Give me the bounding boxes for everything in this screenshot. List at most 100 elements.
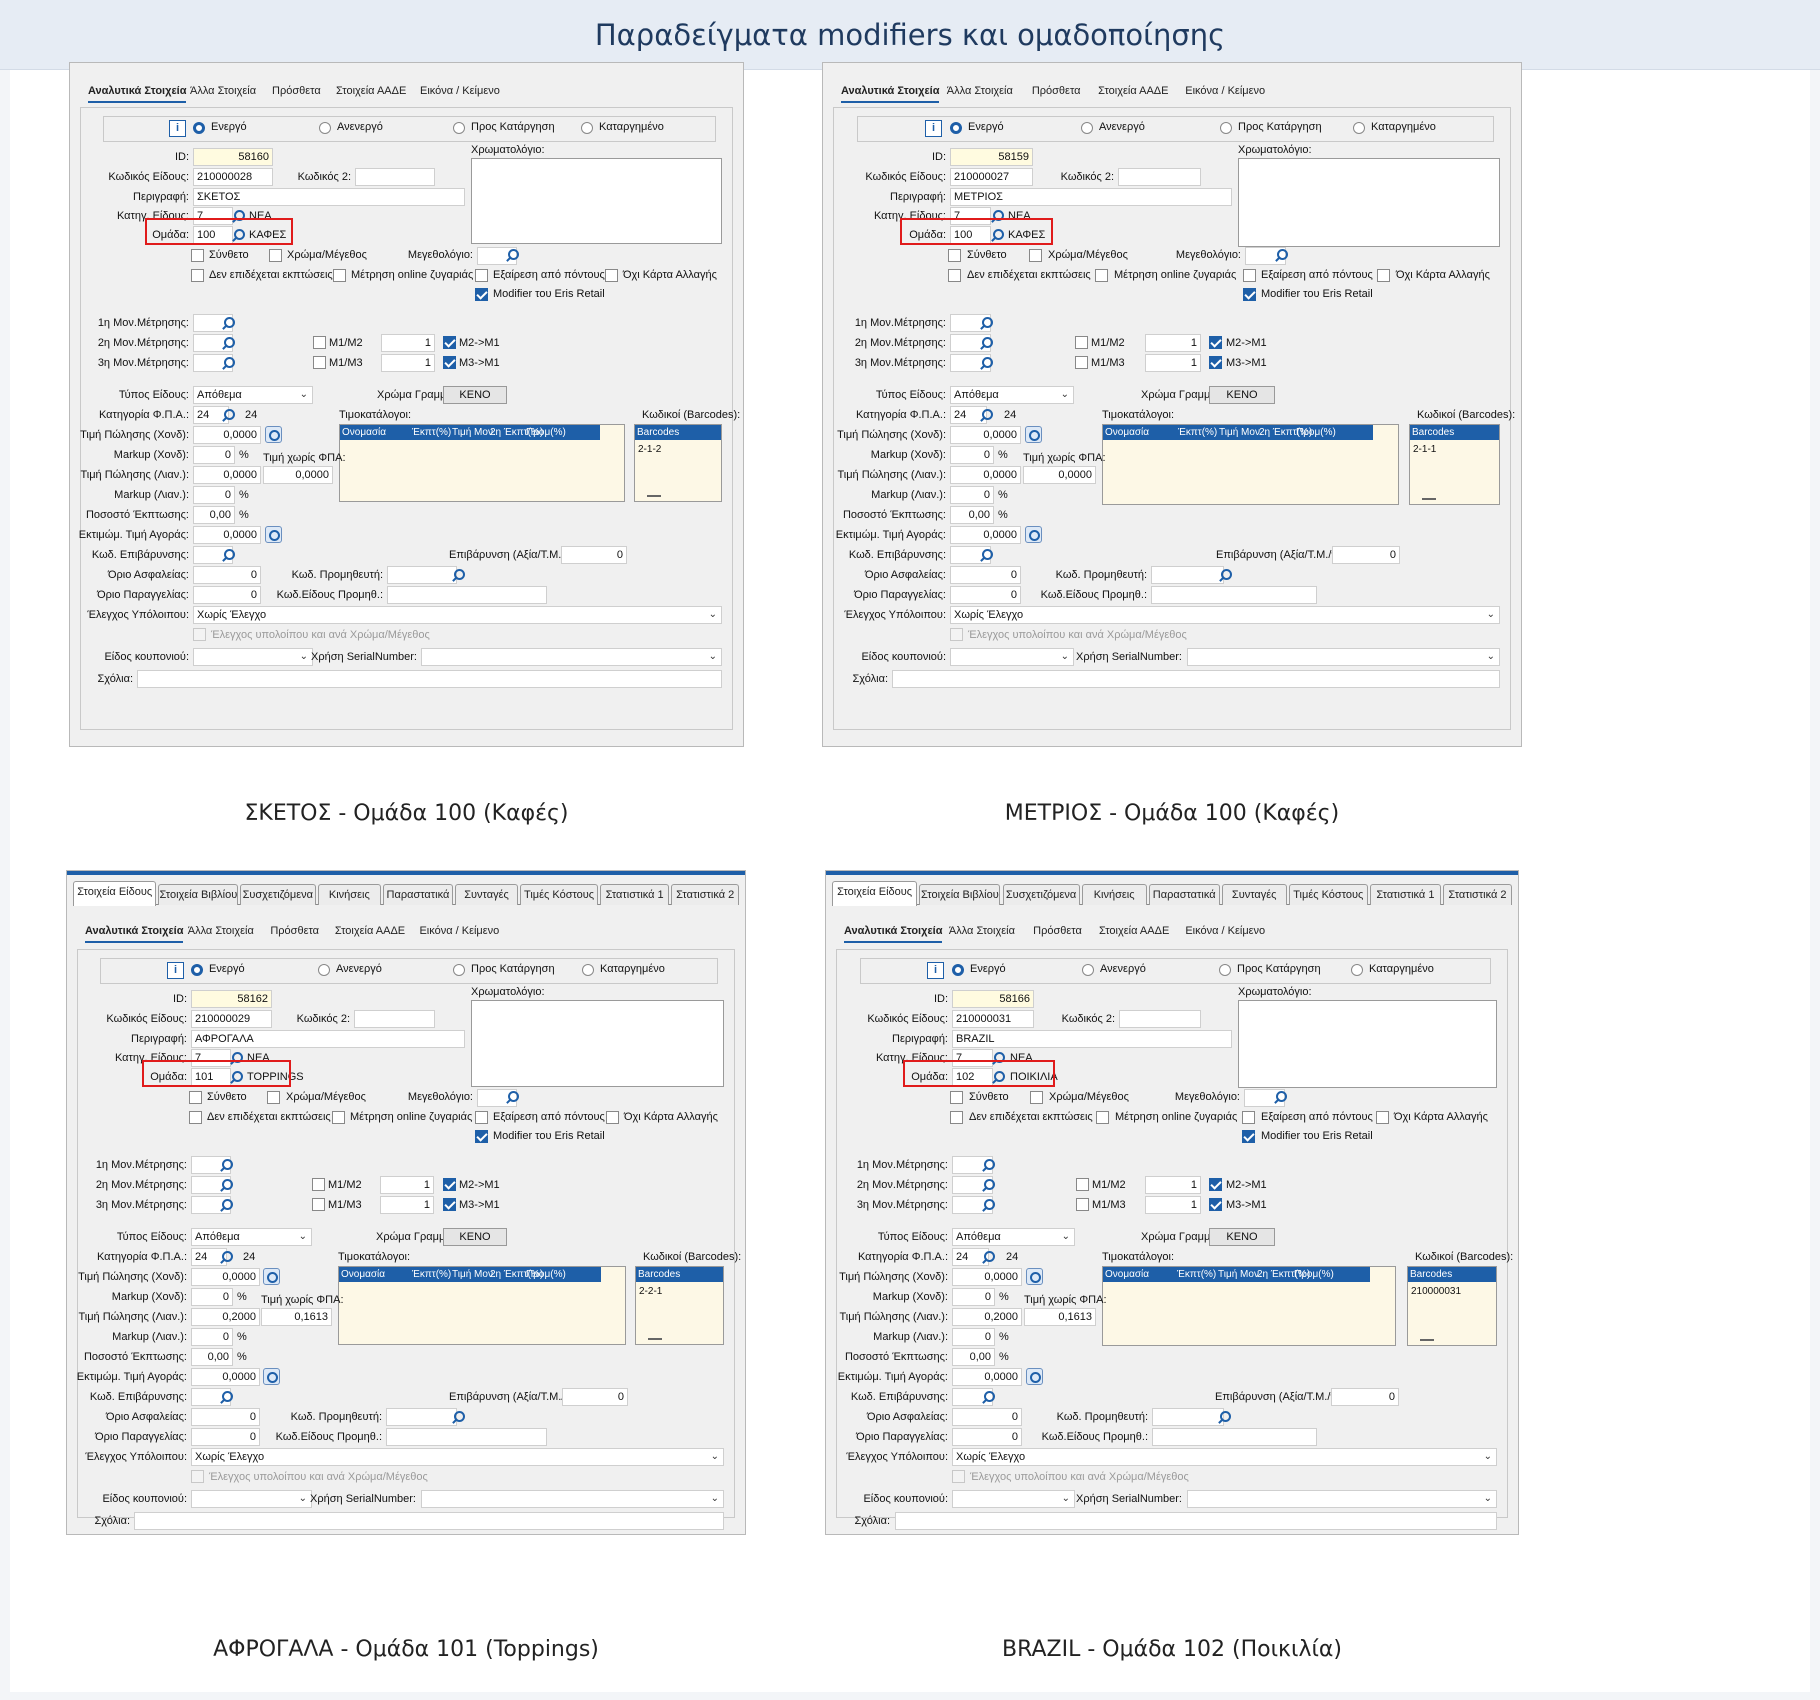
pricelist-col-1[interactable]: Έκπτ(%) [412, 1269, 452, 1280]
price-novat-field[interactable]: 0,1613 [261, 1308, 332, 1326]
tab-related[interactable]: Συσχετιζόμενα [240, 884, 316, 905]
info-icon[interactable]: i [927, 962, 944, 979]
m2m1-checkbox[interactable] [1209, 336, 1222, 349]
pricelist-col-2[interactable]: Τιμή Μον. [1218, 1269, 1262, 1280]
barcodes-col[interactable]: Barcodes [637, 427, 680, 438]
stock-check-cs-checkbox[interactable] [952, 1470, 965, 1483]
supplier-field[interactable] [386, 1408, 457, 1426]
coupon-select[interactable]: ⌄ [952, 1490, 1075, 1508]
markup-rt-field[interactable]: 0 [193, 486, 235, 504]
discount-pct-field[interactable]: 0,00 [952, 1348, 995, 1366]
description-field[interactable]: ΑΦΡΟΓΑΛΑ [191, 1030, 465, 1048]
reorder-field[interactable]: 0 [950, 586, 1021, 604]
line-color-field[interactable]: ΚΕΝΟ [1209, 1228, 1275, 1246]
m1m3-qty-field[interactable]: 1 [380, 1196, 434, 1214]
m1m2-qty-field[interactable]: 1 [381, 334, 435, 352]
scale-checkbox[interactable] [332, 1111, 345, 1124]
um3-search-icon[interactable] [219, 1198, 233, 1212]
line-color-field[interactable]: ΚΕΝΟ [443, 386, 507, 404]
chevron-down-icon[interactable]: ⌄ [1060, 389, 1069, 400]
um2-search-icon[interactable] [979, 336, 993, 350]
status-radio-deprecated[interactable] [581, 122, 593, 134]
description-field[interactable]: ΜΕΤΡΙΟΣ [950, 188, 1232, 206]
subtab-extra[interactable]: Πρόσθετα [1033, 925, 1082, 937]
surcharge-field[interactable]: 0 [1332, 546, 1400, 564]
markup-rt-field[interactable]: 0 [950, 486, 994, 504]
surcharge-search-icon[interactable] [979, 548, 993, 562]
pricelist-col-4[interactable]: Προμ(%) [1296, 427, 1336, 438]
vat-search-icon[interactable] [981, 1250, 995, 1264]
subtab-image[interactable]: Εικόνα / Κείμενο [1185, 925, 1266, 937]
price-wh-calc-icon[interactable] [265, 426, 282, 443]
price-rt-field[interactable]: 0,2000 [952, 1308, 1022, 1326]
safety-field[interactable]: 0 [193, 566, 261, 584]
code2-field[interactable] [1118, 168, 1201, 186]
status-radio-inactive[interactable] [1081, 122, 1093, 134]
price-wh-field[interactable]: 0,0000 [193, 426, 261, 444]
subtab-other[interactable]: Άλλα Στοιχεία [948, 925, 1015, 937]
est-buy-calc-icon[interactable] [1025, 526, 1042, 543]
no-card-checkbox[interactable] [1377, 269, 1390, 282]
est-buy-calc-icon[interactable] [265, 526, 282, 543]
stock-check-select[interactable]: Χωρίς Έλεγχο ⌄ [191, 1448, 724, 1466]
subtab-aade[interactable]: Στοιχεία ΑΑΔΕ [334, 925, 406, 937]
color-size-checkbox[interactable] [1029, 249, 1042, 262]
safety-field[interactable]: 0 [952, 1408, 1022, 1426]
type-select[interactable]: Απόθεμα ⌄ [952, 1228, 1075, 1246]
stock-check-select[interactable]: Χωρίς Έλεγχο ⌄ [952, 1448, 1497, 1466]
points-exclusion-checkbox[interactable] [1242, 1111, 1255, 1124]
surcharge-field[interactable]: 0 [561, 546, 627, 564]
description-field[interactable]: ΣΚΕΤΟΣ [193, 188, 465, 206]
safety-field[interactable]: 0 [950, 566, 1021, 584]
group-code-field[interactable]: 102 [952, 1068, 993, 1086]
markup-wh-field[interactable]: 0 [191, 1288, 233, 1306]
tab-costs[interactable]: Τιμές Κόστους [520, 884, 598, 905]
status-radio-deprecating[interactable] [453, 964, 465, 976]
chevron-down-icon[interactable]: ⌄ [708, 651, 717, 662]
subtab-extra[interactable]: Πρόσθετα [272, 85, 321, 97]
tab-moves[interactable]: Κινήσεις [1081, 884, 1147, 905]
subtab-extra[interactable]: Πρόσθετα [270, 925, 320, 937]
info-icon[interactable]: i [167, 962, 184, 979]
m1m2-qty-field[interactable]: 1 [1145, 334, 1201, 352]
barcodes-scroll[interactable] [1422, 498, 1436, 500]
price-rt-field[interactable]: 0,2000 [191, 1308, 260, 1326]
size-catalog-search-icon[interactable] [1274, 248, 1288, 262]
pricelist-col-2[interactable]: Τιμή Μον. [452, 427, 496, 438]
coupon-select[interactable]: ⌄ [191, 1490, 312, 1508]
markup-wh-field[interactable]: 0 [952, 1288, 995, 1306]
supplier-field[interactable] [1152, 1408, 1224, 1426]
est-buy-field[interactable]: 0,0000 [950, 526, 1021, 544]
supplier-search-icon[interactable] [451, 1410, 465, 1424]
composite-checkbox[interactable] [191, 249, 204, 262]
subtab-analytics[interactable]: Αναλυτικά Στοιχεία [841, 81, 940, 103]
price-wh-calc-icon[interactable] [1025, 426, 1042, 443]
discount-pct-field[interactable]: 0,00 [191, 1348, 233, 1366]
chevron-down-icon[interactable]: ⌄ [708, 609, 717, 620]
no-card-checkbox[interactable] [606, 1111, 619, 1124]
supplier-item-field[interactable] [387, 586, 547, 604]
barcodes-col[interactable]: Barcodes [1410, 1269, 1453, 1280]
subtab-other[interactable]: Άλλα Στοιχεία [946, 85, 1013, 97]
subtab-image[interactable]: Εικόνα / Κείμενο [1185, 85, 1266, 97]
notes-field[interactable] [134, 1512, 724, 1530]
chevron-down-icon[interactable]: ⌄ [710, 1451, 719, 1462]
supplier-item-field[interactable] [386, 1428, 547, 1446]
um2-search-icon[interactable] [981, 1178, 995, 1192]
modifier-checkbox[interactable] [1242, 1130, 1255, 1143]
composite-checkbox[interactable] [948, 249, 961, 262]
composite-checkbox[interactable] [189, 1091, 202, 1104]
pricelist-col-0[interactable]: Ονομασία [341, 1269, 386, 1280]
status-radio-deprecating[interactable] [1219, 964, 1231, 976]
supplier-search-icon[interactable] [451, 568, 465, 582]
tab-documents[interactable]: Παραστατικά [383, 884, 453, 905]
pricelist-col-3[interactable]: 2η Έκπτ(%) [490, 1269, 544, 1280]
chevron-down-icon[interactable]: ⌄ [710, 1493, 719, 1504]
line-color-field[interactable]: ΚΕΝΟ [443, 1228, 507, 1246]
type-select[interactable]: Απόθεμα ⌄ [191, 1228, 312, 1246]
group-search-icon[interactable] [231, 228, 245, 242]
size-catalog-search-icon[interactable] [1273, 1090, 1287, 1104]
surcharge-search-icon[interactable] [981, 1390, 995, 1404]
stock-check-cs-checkbox[interactable] [193, 628, 206, 641]
subtab-image[interactable]: Εικόνα / Κείμενο [419, 925, 500, 937]
